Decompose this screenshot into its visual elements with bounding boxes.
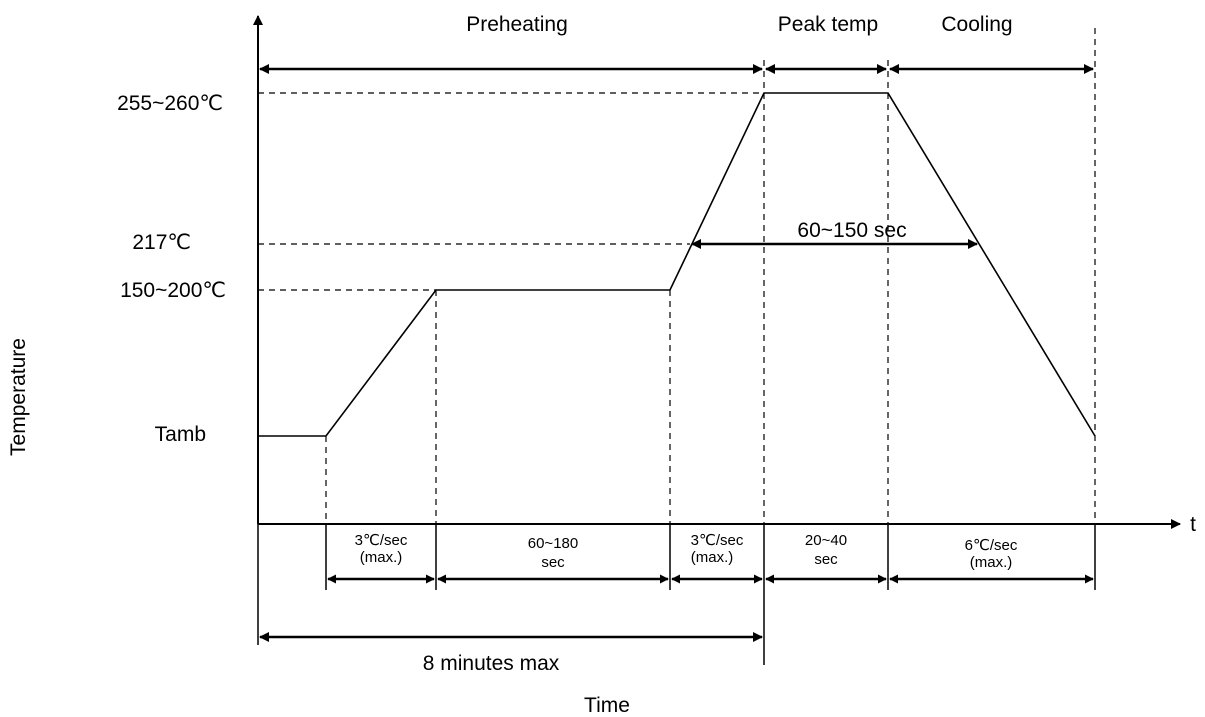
- temperature-profile-curve: [258, 92, 1096, 437]
- segment-label-ramp2-line2: (max.): [691, 549, 734, 566]
- segment-label-peak-line1: 20~40: [805, 532, 847, 549]
- segment-label-soak-line2: sec: [541, 554, 565, 571]
- temp-label-liquidus: 217℃: [132, 231, 191, 254]
- total-duration-label: 8 minutes max: [423, 652, 560, 675]
- x-axis-end-label: t: [1190, 513, 1196, 536]
- segment-label-cooling-line2: (max.): [970, 554, 1013, 571]
- temp-label-soak: 150~200℃: [120, 279, 226, 302]
- segment-label-soak-line1: 60~180: [528, 535, 578, 552]
- segment-label-peak-line2: sec: [814, 551, 838, 568]
- segment-label-cooling-line1: 6℃/sec: [965, 537, 1018, 554]
- temp-label-peak: 255~260℃: [117, 92, 223, 115]
- x-axis-title: Time: [584, 694, 630, 717]
- y-axis-title: Temperature: [7, 338, 30, 456]
- phase-label-preheating: Preheating: [466, 13, 568, 36]
- above-liquidus-label: 60~150 sec: [797, 219, 906, 242]
- temp-label-ambient: Tamb: [155, 423, 206, 446]
- phase-label-cooling: Cooling: [941, 13, 1012, 36]
- segment-label-ramp1-line2: (max.): [360, 549, 403, 566]
- phase-label-peak: Peak temp: [778, 13, 878, 36]
- segment-label-ramp2-line1: 3℃/sec: [691, 532, 744, 549]
- segment-label-ramp1-line1: 3℃/sec: [355, 532, 408, 549]
